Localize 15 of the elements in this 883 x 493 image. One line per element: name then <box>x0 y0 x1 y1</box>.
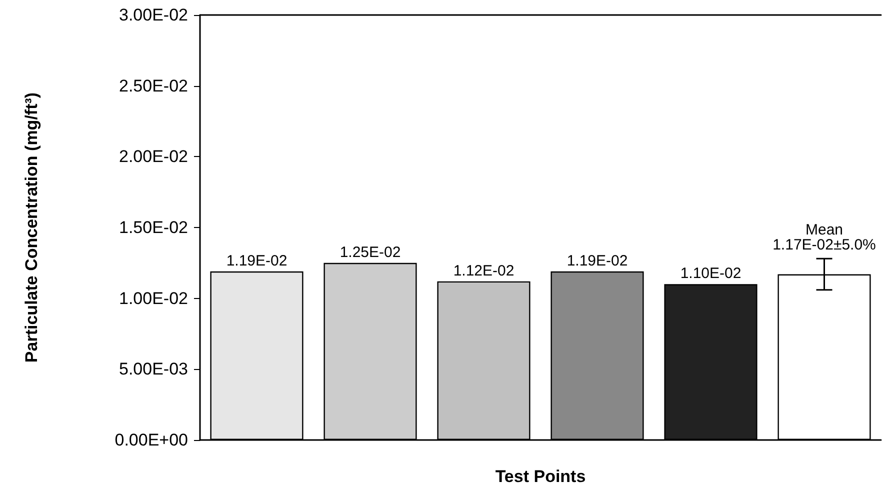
data-label: 1.19E-02 <box>566 252 628 270</box>
y-tick-label: 2.00E-02 <box>119 147 188 166</box>
data-label: 1.12E-02 <box>453 262 514 280</box>
y-tick-label: 5.00E-03 <box>119 360 188 379</box>
y-tick-label: 1.50E-02 <box>119 218 188 237</box>
x-axis-title: Test Points <box>495 467 586 486</box>
data-label: 1.19E-02 <box>226 252 288 270</box>
data-label: 1.25E-02 <box>340 244 401 261</box>
y-axis-title: Particulate Concentration (mg/ft³) <box>22 92 41 363</box>
y-tick-label: 0.00E+00 <box>114 430 188 450</box>
y-tick-label: 3.00E-02 <box>119 6 188 24</box>
data-label: 1.10E-02 <box>680 265 742 282</box>
y-tick-label: 1.00E-02 <box>119 288 188 308</box>
y-tick-label: 2.50E-02 <box>119 76 188 96</box>
annotation: Mean 1.17E-02±5.0% <box>772 222 876 254</box>
